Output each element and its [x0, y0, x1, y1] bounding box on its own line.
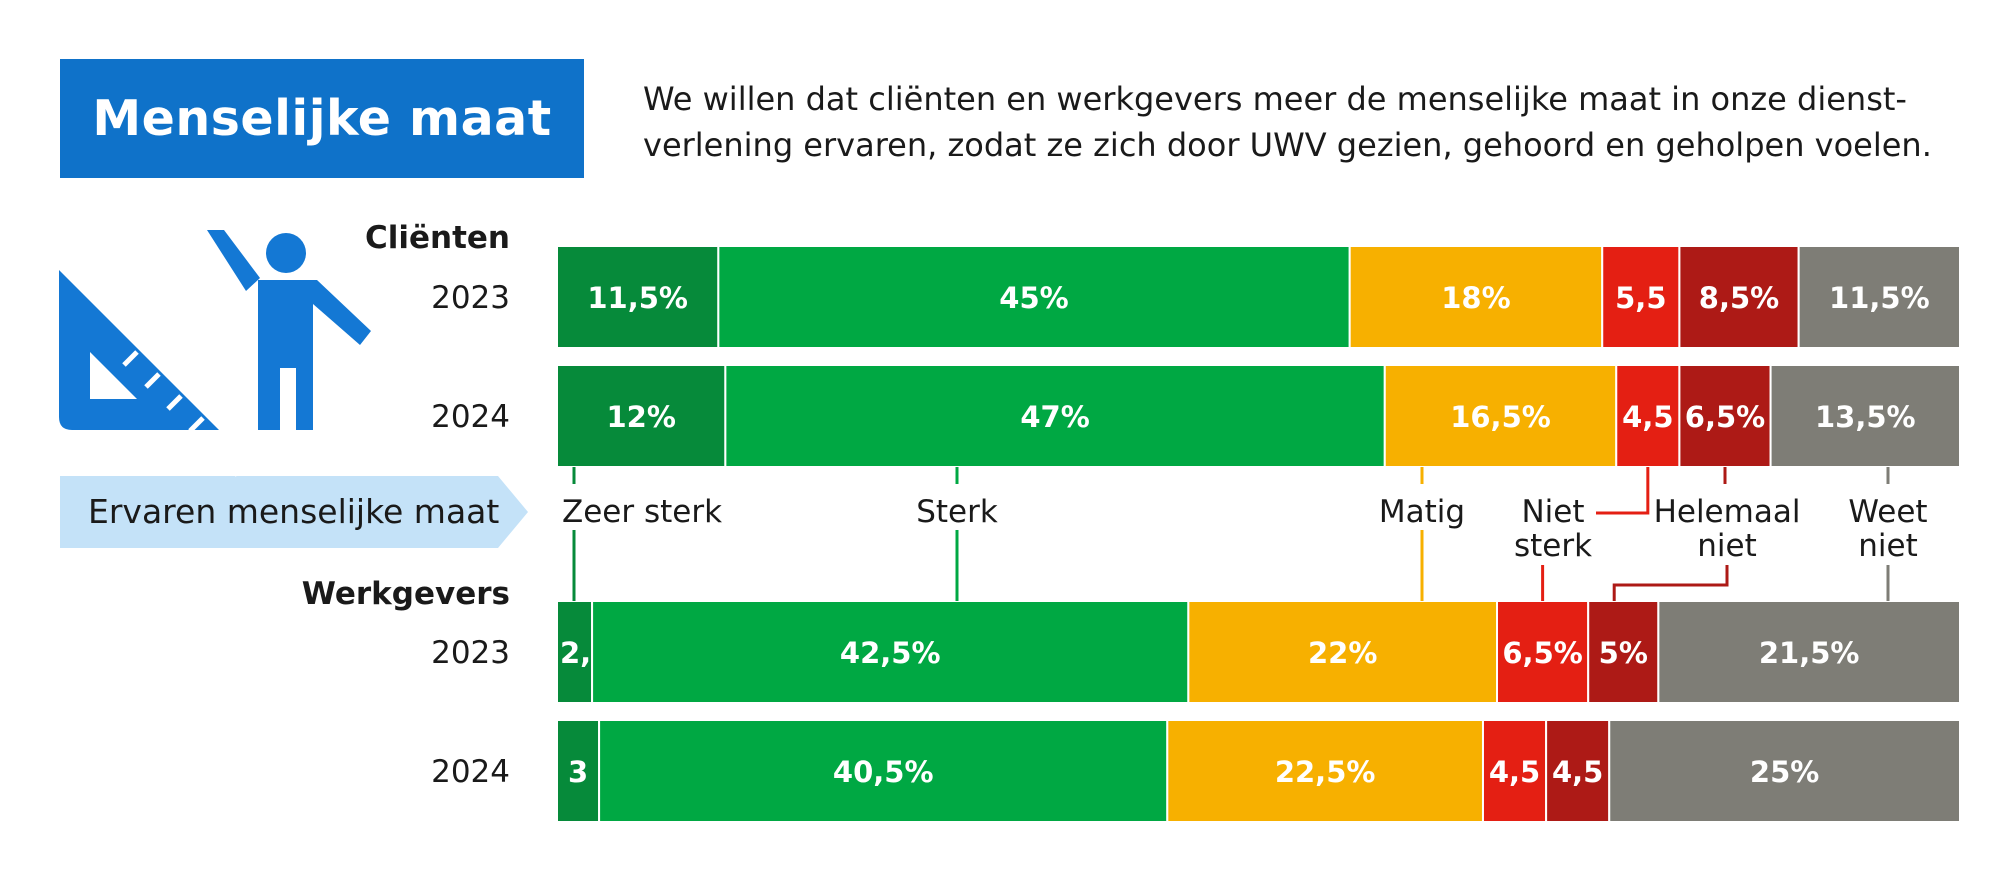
- bar-segment: [1657, 600, 1961, 704]
- bar-segment: [1481, 719, 1548, 823]
- page-title: Menselijke maat: [92, 90, 552, 147]
- ruler-and-person-icon: [59, 230, 371, 477]
- bar-segment: [1545, 719, 1611, 823]
- data-label: 6,5%: [1685, 400, 1765, 434]
- connector-line: [1596, 467, 1650, 515]
- data-label: 22%: [1308, 636, 1377, 670]
- data-label: 18%: [1441, 281, 1510, 315]
- bar-segment: [1615, 364, 1681, 468]
- data-label: 22,5%: [1275, 755, 1376, 789]
- data-label: 13,5%: [1815, 400, 1916, 434]
- connector-line: [1612, 565, 1729, 601]
- data-label: 40,5%: [833, 755, 934, 789]
- data-label: 25%: [1750, 755, 1819, 789]
- group-label: Werkgevers: [302, 576, 510, 612]
- data-label: 3: [568, 755, 588, 789]
- data-label: 45%: [999, 281, 1068, 315]
- category-label: Sterk: [916, 494, 998, 530]
- data-label: 42,5%: [840, 636, 941, 670]
- data-label: 5,5: [1615, 281, 1666, 315]
- data-label: 11,5%: [1829, 281, 1930, 315]
- ruler-tick: [122, 350, 139, 367]
- ruler-tick: [210, 438, 227, 455]
- bar-segment: [556, 245, 720, 349]
- data-label: 5%: [1599, 636, 1648, 670]
- data-label: 6,5%: [1502, 636, 1582, 670]
- ruler-tick: [232, 460, 249, 477]
- year-label: 2024: [431, 754, 510, 790]
- intro-line-2: verlening ervaren, zodat ze zich door UW…: [643, 126, 1932, 164]
- bar-segment: [598, 719, 1169, 823]
- data-label: 8,5%: [1699, 281, 1779, 315]
- data-label: 11,5%: [587, 281, 688, 315]
- person-raised-arm-icon: [207, 230, 260, 291]
- bar-segment: [724, 364, 1386, 468]
- category-arrow-label: Ervaren menselijke maat: [60, 476, 528, 548]
- category-label: Niet: [1521, 494, 1584, 530]
- data-label: 4,5: [1552, 755, 1603, 789]
- data-label: 16,5%: [1450, 400, 1551, 434]
- bar-segment: [1587, 600, 1660, 704]
- year-label: 2024: [431, 399, 510, 435]
- bar-segment: [1496, 600, 1590, 704]
- year-label: 2023: [431, 635, 510, 671]
- person-body-icon: [258, 280, 371, 430]
- category-label: Helemaal: [1654, 494, 1801, 530]
- bar-segment: [1608, 719, 1961, 823]
- bar-segment: [1348, 245, 1604, 349]
- bar-segment: [1383, 364, 1618, 468]
- arrow-label-text: Ervaren menselijke maat: [88, 492, 500, 531]
- intro-line-1: We willen dat cliënten en werkgevers mee…: [643, 80, 1907, 118]
- bar-segment: [591, 600, 1190, 704]
- ruler-tick: [166, 394, 183, 411]
- category-label: niet: [1858, 528, 1918, 564]
- category-label: sterk: [1514, 528, 1592, 564]
- ruler-tick: [188, 416, 205, 433]
- category-label: Weet: [1848, 494, 1927, 530]
- group-label: Cliënten: [365, 220, 510, 256]
- bar-segment: [1797, 245, 1962, 349]
- ruler-ticks: [122, 350, 249, 477]
- category-label: Matig: [1379, 494, 1465, 530]
- bar-segment: [556, 719, 601, 823]
- bar-segment: [556, 364, 727, 468]
- category-label: niet: [1697, 528, 1757, 564]
- data-label: 47%: [1020, 400, 1089, 434]
- bar-segment: [1769, 364, 1961, 468]
- set-square-ruler-icon: [59, 270, 219, 430]
- bar-segment: [1187, 600, 1499, 704]
- ruler-tick: [144, 372, 161, 389]
- data-label: 21,5%: [1759, 636, 1860, 670]
- data-label: 4,5: [1622, 400, 1673, 434]
- bar-segment: [1166, 719, 1484, 823]
- data-label: 12%: [606, 400, 675, 434]
- year-label: 2023: [431, 280, 510, 316]
- bar-segment: [1601, 245, 1681, 349]
- intro-text: We willen dat cliënten en werkgevers mee…: [643, 76, 1973, 168]
- bar-segment: [556, 600, 594, 704]
- person-head-icon: [266, 233, 306, 273]
- category-label: Zeer sterk: [562, 494, 722, 530]
- arrow-shape: [60, 476, 528, 548]
- data-label: 4,5: [1489, 755, 1540, 789]
- title-box: Menselijke maat: [60, 59, 584, 178]
- bar-segment: [1678, 245, 1800, 349]
